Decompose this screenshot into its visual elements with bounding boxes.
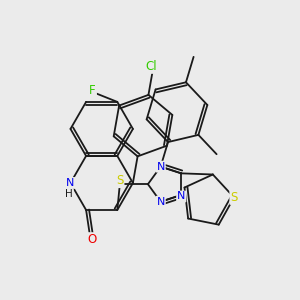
Text: S: S [116, 174, 124, 187]
Text: N: N [157, 197, 165, 207]
Text: N: N [66, 178, 75, 188]
Text: N: N [177, 191, 185, 202]
Text: S: S [230, 191, 238, 204]
Text: H: H [65, 189, 73, 199]
Text: F: F [89, 84, 96, 97]
Text: Cl: Cl [146, 60, 158, 73]
Text: O: O [87, 233, 97, 246]
Text: N: N [157, 162, 165, 172]
